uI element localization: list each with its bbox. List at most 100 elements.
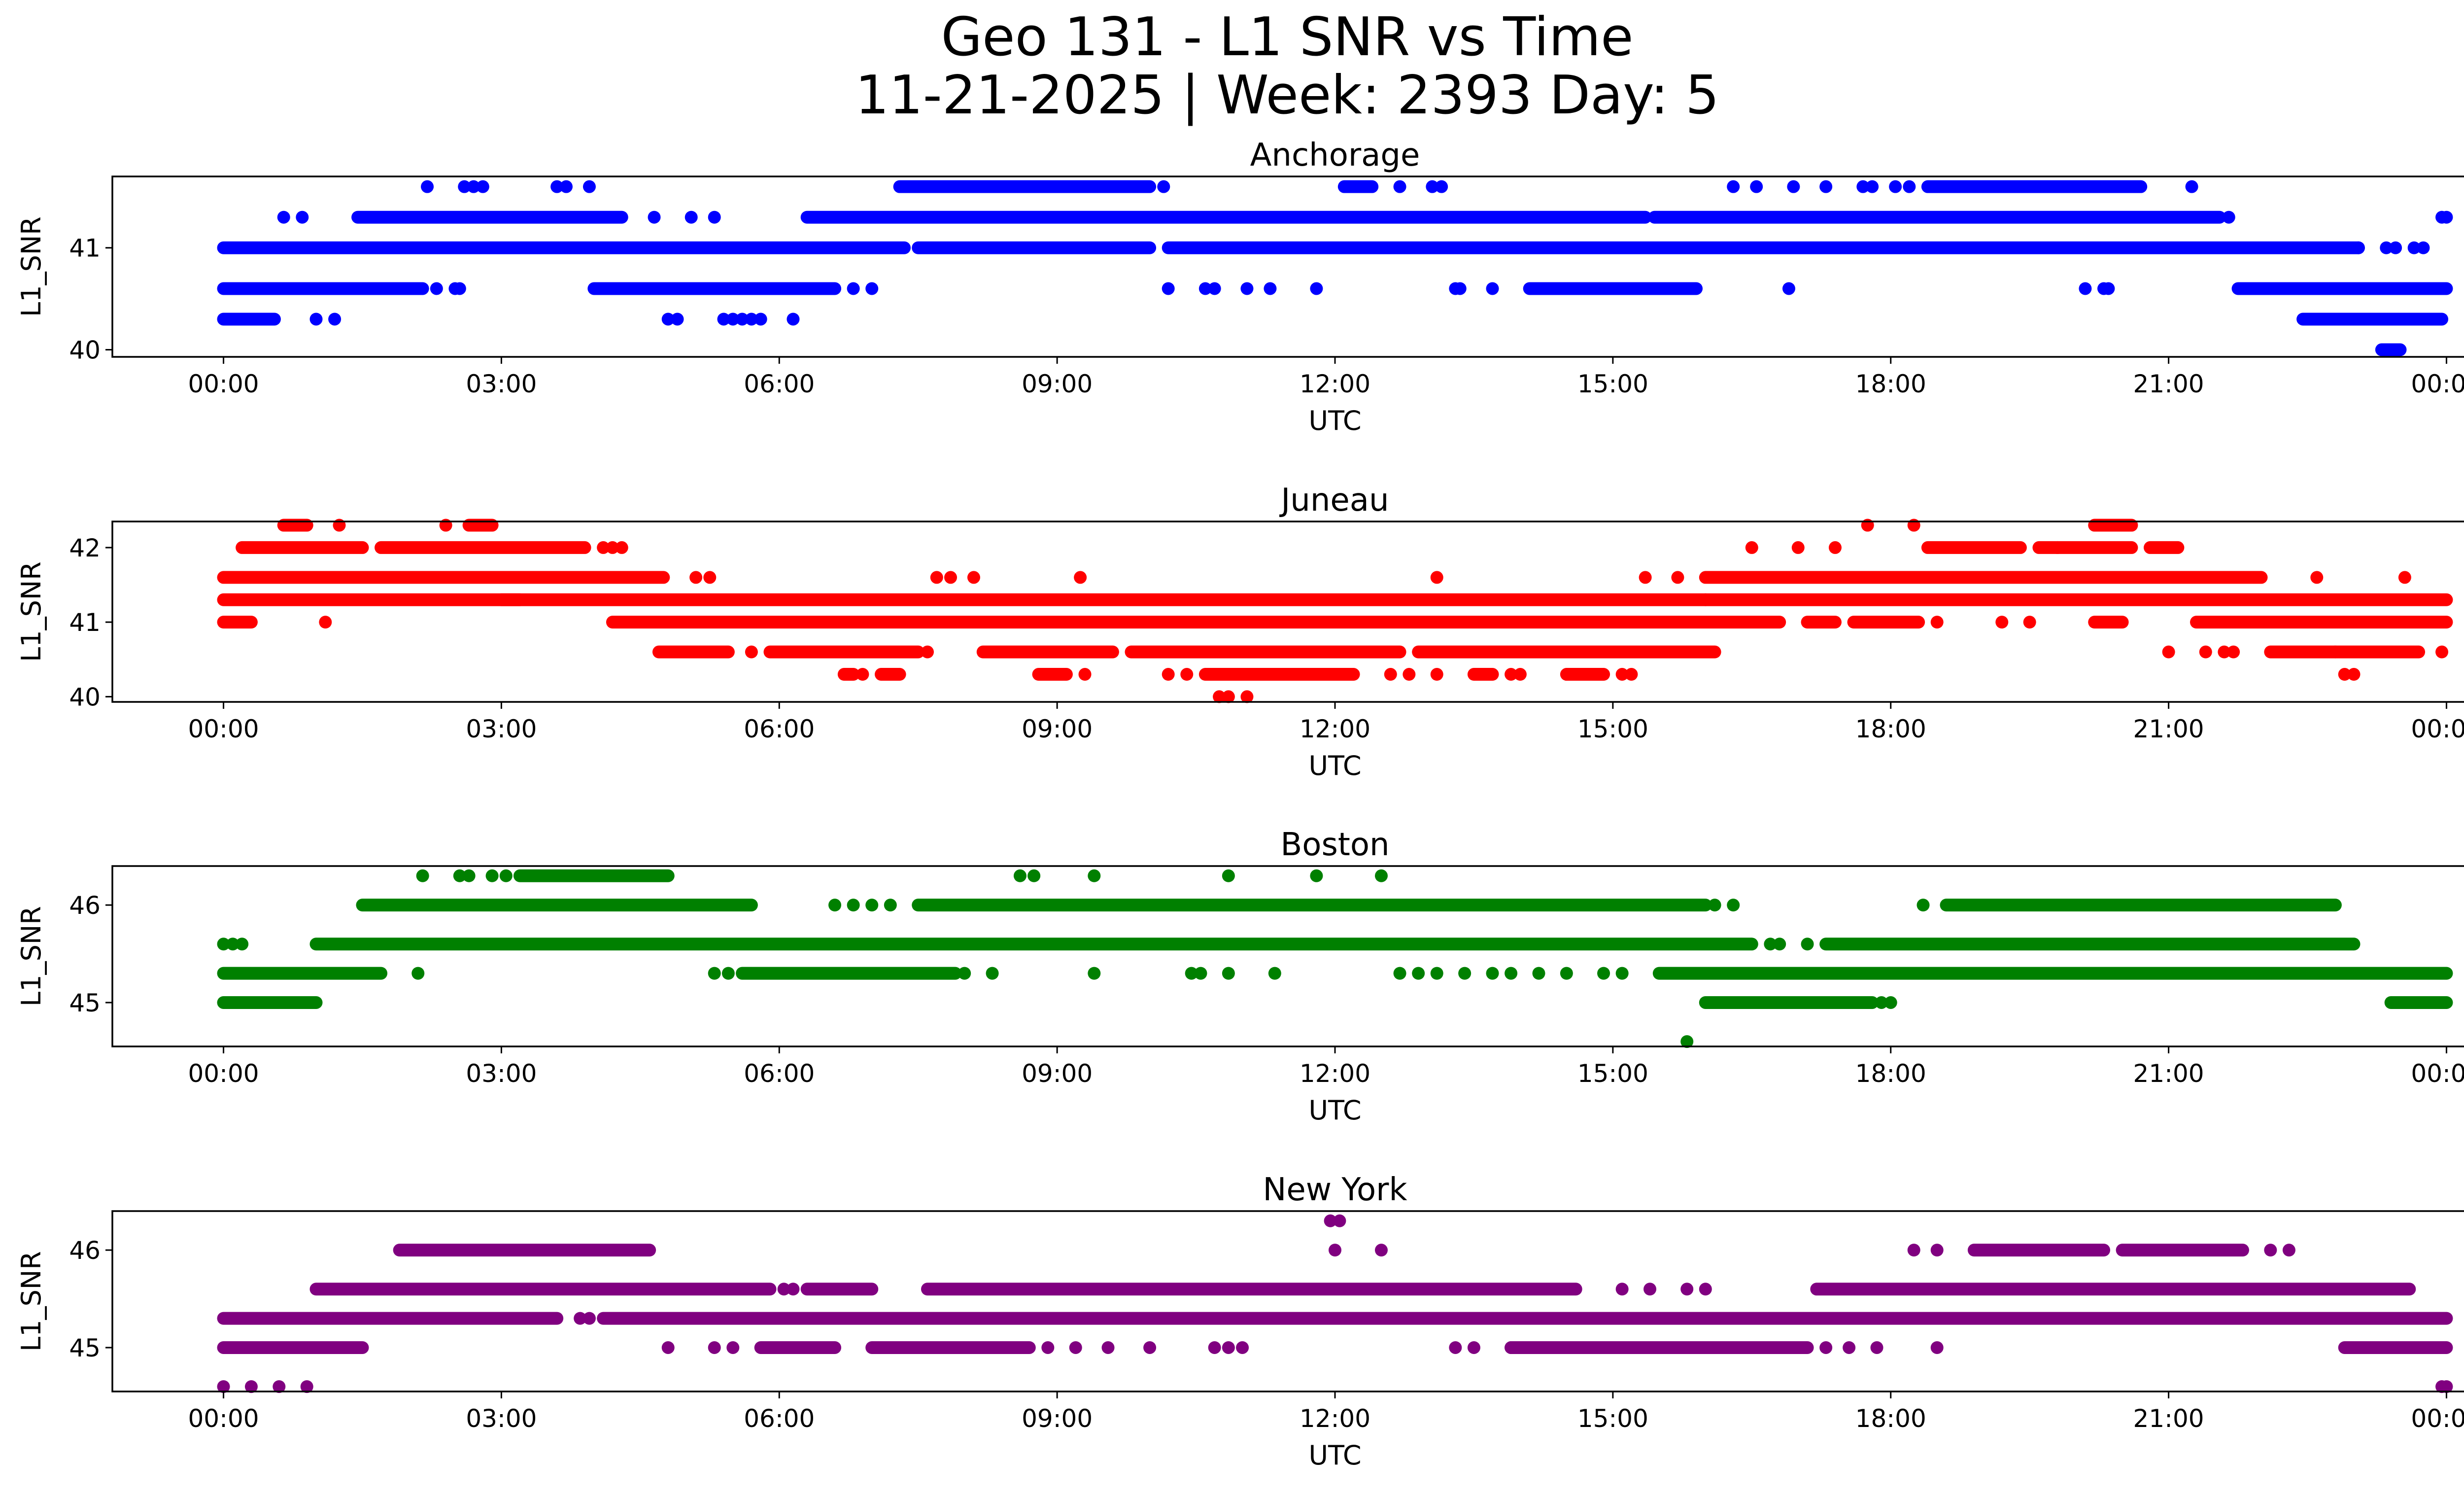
data-point [1435, 180, 1448, 193]
x-tick-label: 18:00 [1855, 370, 1926, 398]
data-point [296, 210, 309, 224]
x-axis-label: UTC [1308, 1440, 1361, 1471]
data-point [1412, 967, 1425, 980]
data-point [453, 282, 466, 295]
data-point [1453, 282, 1467, 295]
data-point [2023, 616, 2036, 629]
x-axis-label: UTC [1308, 750, 1361, 781]
data-point [1532, 967, 1545, 980]
data-point [1819, 180, 1833, 193]
data-point [411, 967, 425, 980]
data-point [1222, 1341, 1235, 1354]
data-point [1787, 180, 1800, 193]
data-point [430, 282, 443, 295]
data-point [485, 869, 499, 882]
data-point [1505, 967, 1518, 980]
x-tick-label: 09:00 [1022, 715, 1093, 743]
x-tick-label: 12:00 [1300, 1059, 1370, 1088]
data-point [2162, 645, 2175, 659]
y-tick-label: 41 [69, 608, 101, 637]
data-point [2102, 282, 2115, 295]
data-point [777, 1283, 790, 1296]
data-point [1180, 668, 1194, 681]
data-point [856, 668, 869, 681]
data-point [1791, 541, 1805, 554]
x-tick-label: 18:00 [1855, 1059, 1926, 1088]
data-point [1240, 690, 1254, 703]
data-point [582, 180, 596, 193]
data-point [1101, 1341, 1115, 1354]
data-point [958, 967, 971, 980]
subplot-title: Anchorage [1250, 137, 1420, 174]
x-tick-label: 15:00 [1577, 1404, 1648, 1433]
data-point [1680, 1035, 1694, 1048]
x-tick-label: 00:00 [188, 1059, 259, 1088]
data-point [1995, 616, 2009, 629]
x-tick-label: 03:00 [466, 1404, 537, 1433]
data-point [1486, 282, 1499, 295]
scatter-series [217, 1214, 2453, 1393]
data-point [648, 210, 661, 224]
data-point [1699, 1283, 1712, 1296]
data-point [2282, 1244, 2295, 1257]
data-point [1157, 180, 1170, 193]
x-tick-label: 06:00 [744, 1059, 815, 1088]
data-point [1078, 668, 1092, 681]
data-point [1615, 668, 1629, 681]
y-tick-label: 45 [69, 989, 101, 1017]
data-point [726, 313, 740, 326]
data-point [476, 180, 489, 193]
data-point [1930, 1244, 1944, 1257]
data-point [745, 313, 758, 326]
data-point [1143, 1341, 1157, 1354]
x-tick-label: 12:00 [1300, 715, 1370, 743]
data-point [1889, 180, 1902, 193]
x-tick-label: 03:00 [466, 715, 537, 743]
x-tick-label: 00:00 [188, 1404, 259, 1433]
data-point [1384, 668, 1397, 681]
data-point [582, 1312, 596, 1325]
data-point [847, 282, 860, 295]
data-point [1310, 282, 1323, 295]
scatter-series [217, 519, 2453, 703]
scatter-series [217, 180, 2453, 356]
data-point [328, 313, 342, 326]
data-point [1597, 967, 1610, 980]
data-point [1324, 1214, 1337, 1227]
data-point [1213, 690, 1226, 703]
x-tick-label: 00:00 [188, 715, 259, 743]
data-point [1866, 180, 1879, 193]
figure-title-line-2: 11-21-2025 | Week: 2393 Day: 5 [855, 65, 1719, 126]
data-point [1333, 1214, 1346, 1227]
data-point [1329, 1244, 1341, 1257]
data-point [1643, 1283, 1657, 1296]
data-point [615, 541, 628, 554]
data-point [1198, 282, 1212, 295]
data-point [597, 541, 610, 554]
data-point [967, 571, 980, 584]
data-point [884, 899, 897, 912]
data-point [1907, 1244, 1920, 1257]
x-tick-label: 00:00 [2411, 715, 2464, 743]
data-point [1560, 967, 1573, 980]
data-point [1745, 541, 1758, 554]
data-point [499, 869, 513, 882]
data-point [462, 869, 476, 882]
data-point [1162, 282, 1175, 295]
y-tick-label: 45 [69, 1334, 101, 1362]
data-point [1671, 571, 1684, 584]
data-point [1194, 967, 1207, 980]
data-point [559, 180, 573, 193]
data-point [1680, 1283, 1694, 1296]
y-axis-label: L1_SNR [16, 216, 47, 317]
data-point [684, 210, 698, 224]
x-tick-label: 21:00 [2133, 1059, 2204, 1088]
data-point [1764, 938, 1777, 951]
data-point [865, 282, 879, 295]
y-tick-label: 41 [69, 234, 101, 263]
data-point [736, 313, 749, 326]
scatter-series [217, 869, 2453, 1048]
data-point [1903, 180, 1916, 193]
data-point [1310, 869, 1323, 882]
data-point [754, 313, 767, 326]
